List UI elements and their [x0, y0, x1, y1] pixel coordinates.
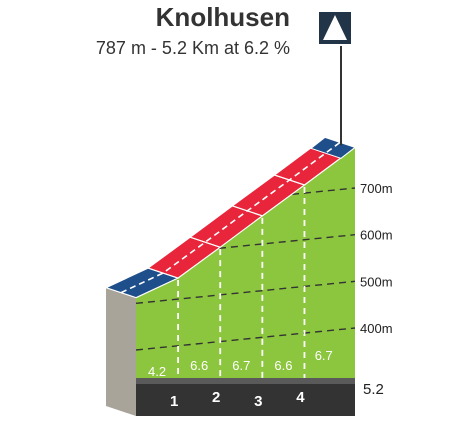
category-badge: 2 [317, 10, 353, 146]
km-marker-label: 2 [212, 389, 220, 406]
km-marker-label: 4 [296, 389, 305, 406]
mountain-icon [323, 15, 347, 40]
altitude-gridline [135, 327, 356, 351]
segment-gradient-label: 6.6 [274, 358, 292, 373]
profile-fill-layer [136, 147, 355, 378]
total-distance-label: 5.2 [363, 381, 384, 398]
altitude-tick-label: 500m [360, 274, 393, 289]
profile-side-wall [106, 287, 136, 416]
altitude-gridline [135, 280, 356, 305]
km-marker-label: 3 [254, 393, 262, 410]
altitude-gridline [218, 233, 356, 250]
climb-summary: 787 m - 5.2 Km at 6.2 % [95, 38, 290, 58]
profile-front-face [136, 147, 355, 378]
road-summit-cap [309, 136, 357, 159]
profile-wall-layer [106, 287, 136, 416]
altitude-tick-label: 700m [360, 181, 393, 196]
segment-gradient-label: 6.7 [232, 358, 250, 373]
altitude-grid-layer [135, 187, 356, 351]
road-center-line [120, 141, 341, 294]
distance-band [136, 378, 355, 416]
category-badge-number: 2 [330, 21, 340, 41]
altitude-gridline [291, 187, 356, 196]
distance-band-top [136, 378, 355, 384]
segment-gradient-label: 4.2 [148, 364, 166, 379]
distance-band-layer [136, 378, 355, 416]
segment-gradient-label: 6.6 [190, 358, 208, 373]
km-marker-label: 1 [170, 393, 178, 410]
altitude-tick-label: 600m [360, 228, 393, 243]
road-surface-layer [104, 136, 357, 299]
climb-title: Knolhusen [155, 2, 290, 32]
segment-gradient-label: 6.7 [315, 348, 333, 363]
altitude-tick-label: 400m [360, 321, 393, 336]
label-layer: 400m 500m 600m 700m 4.2 6.6 6.7 6.6 6.7 1 2 3 4 5.2 [148, 181, 393, 410]
km-divider-layer [177, 186, 306, 378]
